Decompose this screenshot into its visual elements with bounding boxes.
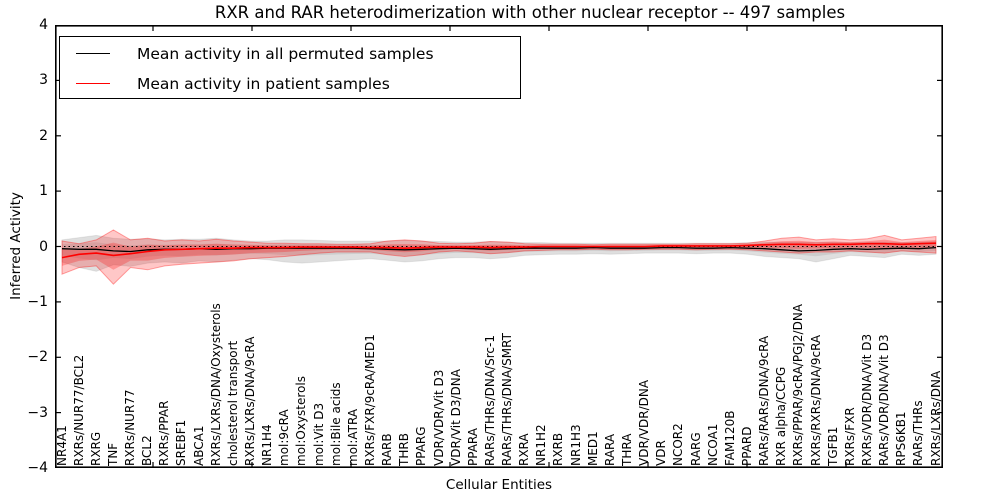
plot-area: NR4A1 RXRs/NUR77/BCL2 RXRG TNF RXRs/NUR77 BCL… — [55, 25, 943, 468]
legend: Mean activity in all permuted samples Me… — [59, 36, 521, 99]
x-category-label: NR1H2 — [534, 424, 549, 466]
y-tick-label: −2 — [27, 349, 48, 366]
x-category-label: mol:ATRA — [345, 408, 360, 466]
x-category-label: RXRs/VDR/DNA/Vit D3 — [859, 333, 874, 466]
permuted-band — [61, 234, 937, 272]
chart-title: RXR and RAR heterodimerization with othe… — [214, 3, 846, 22]
legend-label-permuted: Mean activity in all permuted samples — [137, 44, 434, 63]
x-category-label: mol:9cRA — [277, 409, 292, 466]
y-tick-label: 2 — [39, 127, 48, 144]
x-category-label: RXRG — [88, 431, 103, 466]
x-category-label: RXRs/LXRs/DNA/Oxysterols — [208, 303, 223, 466]
x-category-label: RARB — [380, 433, 395, 466]
x-category-label: VDR/VDR/Vit D3 — [431, 369, 446, 466]
x-category-label: RPS6KB1 — [894, 411, 909, 466]
x-category-label: RXRs/PPAR — [157, 400, 172, 466]
x-category-label: PPARD — [739, 426, 754, 467]
x-category-label: THRB — [397, 433, 412, 466]
y-tick-label: −3 — [27, 404, 48, 421]
x-category-label: NR1H4 — [260, 424, 275, 466]
x-category-label: NCOA1 — [705, 423, 720, 466]
y-tick-label: 4 — [39, 17, 48, 33]
x-category-label: mol:Oxysterols — [294, 376, 309, 466]
x-category-label: RARs/THRs — [911, 400, 926, 466]
x-category-label: RXRA — [517, 433, 532, 466]
x-category-label: PPARA — [465, 428, 480, 466]
x-category-label: VDR/Vit D3/DNA — [448, 369, 463, 466]
x-category-label: RXRs/FXR/9cRA/MED1 — [362, 334, 377, 466]
x-category-label: RARA — [602, 433, 617, 466]
x-category-label: NCOR2 — [671, 423, 686, 466]
y-tick-label: 1 — [39, 183, 48, 200]
x-category-label: mol:Vit D3 — [311, 402, 326, 466]
axis-frame — [55, 25, 943, 468]
x-category-label: RXRs/RXRs/DNA/9cRA — [808, 334, 823, 466]
x-category-label: TNF — [105, 442, 120, 466]
x-category-label: ABCA1 — [191, 425, 206, 466]
x-category-label: RXRB — [551, 432, 566, 466]
x-category-label: FAM120B — [722, 410, 737, 467]
y-tick-label: −1 — [27, 293, 48, 310]
y-tick-labels: 4 3 2 1 0 −1 −2 −3 −4 — [0, 17, 50, 476]
x-category-label: VDR — [654, 440, 669, 466]
y-tick-label: 0 — [39, 238, 48, 255]
x-category-label: RXRs/LXRs/DNA — [928, 370, 943, 466]
chart-canvas — [55, 25, 943, 468]
legend-label-patient: Mean activity in patient samples — [137, 74, 390, 93]
x-category-label: RARs/VDR/DNA/Vit D3 — [877, 334, 892, 466]
y-tick-label: −4 — [27, 460, 48, 476]
x-category-label: MED1 — [585, 431, 600, 466]
x-category-label: RARG — [688, 432, 703, 466]
x-category-label: cholesterol transport — [225, 340, 240, 466]
x-category-label: RXRs/PPAR/9cRA/PGJ2/DNA — [791, 304, 806, 466]
x-category-label: NR4A1 — [54, 425, 69, 466]
x-category-label: PPARG — [414, 426, 429, 466]
red-line-sample-icon — [76, 83, 110, 84]
black-line-sample-icon — [76, 53, 110, 54]
y-tick-label: 3 — [39, 72, 48, 89]
x-category-label: BCL2 — [140, 435, 155, 466]
x-category-label: SREBF1 — [174, 419, 189, 466]
patient-mean-line — [61, 242, 937, 259]
x-category-label: RARs/RARs/DNA/9cRA — [757, 335, 772, 466]
legend-entry-permuted: Mean activity in all permuted samples — [60, 40, 520, 67]
x-category-label: RXRs/NUR77 — [123, 389, 138, 466]
x-category-label: VDR/VDR/DNA — [637, 379, 652, 466]
x-category-label: RXRs/FXR — [842, 407, 857, 466]
x-category-label: RXR alpha/CCPG — [774, 366, 789, 466]
x-category-label: NR1H3 — [568, 424, 583, 466]
x-category-label: THRA — [620, 433, 635, 466]
patient-band — [61, 229, 937, 285]
x-category-label: RXRs/LXRs/DNA/9cRA — [243, 336, 257, 467]
legend-entry-patient: Mean activity in patient samples — [60, 70, 520, 97]
x-category-label: RARs/THRs/DNA/Src-1 — [482, 335, 497, 466]
x-category-label: TGFB1 — [825, 426, 840, 466]
x-category-label: RARs/THRs/DNA/SMRT — [500, 333, 515, 466]
x-category-label: mol:Bile acids — [328, 382, 343, 466]
x-axis-label: Cellular Entities — [445, 477, 553, 493]
x-category-label: RXRs/NUR77/BCL2 — [71, 354, 86, 466]
